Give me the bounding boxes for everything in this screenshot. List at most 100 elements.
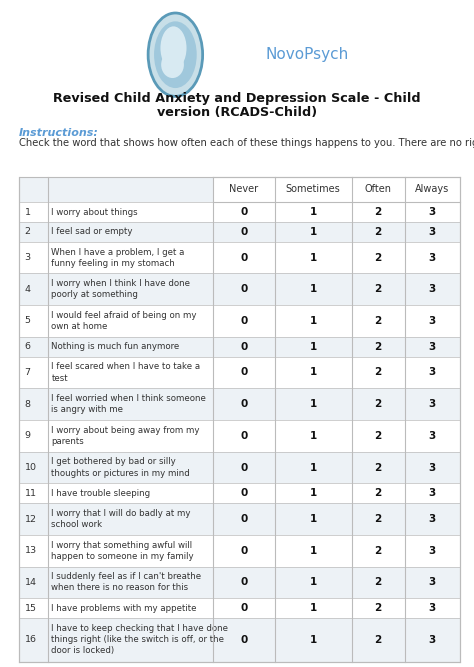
Bar	[19, 598, 460, 618]
Text: 3: 3	[428, 546, 436, 556]
Text: 7: 7	[25, 368, 31, 377]
Text: 1: 1	[310, 284, 317, 294]
Text: 2: 2	[374, 431, 382, 441]
Bar	[19, 337, 460, 357]
Text: 3: 3	[428, 603, 436, 613]
Text: 1: 1	[310, 399, 317, 409]
Text: I worry that something awful will
happen to someone in my family: I worry that something awful will happen…	[51, 541, 194, 561]
Text: 0: 0	[240, 635, 247, 645]
Text: 15: 15	[25, 604, 36, 613]
Text: I have trouble sleeping: I have trouble sleeping	[51, 489, 151, 498]
Bar	[19, 222, 460, 241]
Text: 2: 2	[374, 284, 382, 294]
Text: 2: 2	[374, 635, 382, 645]
Text: 3: 3	[428, 514, 436, 524]
Text: I feel scared when I have to take a
test: I feel scared when I have to take a test	[51, 362, 201, 382]
Text: 4: 4	[25, 285, 31, 293]
Text: I get bothered by bad or silly
thoughts or pictures in my mind: I get bothered by bad or silly thoughts …	[51, 458, 190, 478]
Bar	[19, 452, 460, 484]
Bar	[19, 566, 460, 598]
Bar	[19, 305, 460, 337]
Text: 2: 2	[374, 462, 382, 472]
Bar	[19, 357, 460, 388]
Text: 2: 2	[374, 399, 382, 409]
Text: 1: 1	[310, 316, 317, 326]
Text: I would feel afraid of being on my
own at home: I would feel afraid of being on my own a…	[51, 311, 197, 331]
Text: 2: 2	[374, 546, 382, 556]
Text: 0: 0	[240, 603, 247, 613]
Text: When I have a problem, I get a
funny feeling in my stomach: When I have a problem, I get a funny fee…	[51, 247, 185, 267]
Ellipse shape	[148, 13, 202, 96]
Text: Always: Always	[415, 185, 449, 194]
Text: 2: 2	[374, 488, 382, 498]
Text: 3: 3	[428, 207, 436, 217]
Text: 0: 0	[240, 207, 247, 217]
Text: 1: 1	[310, 635, 317, 645]
Text: 0: 0	[240, 227, 247, 237]
Text: Never: Never	[229, 185, 258, 194]
Text: I worry about things: I worry about things	[51, 207, 138, 217]
Bar	[19, 273, 460, 305]
Text: I feel sad or empty: I feel sad or empty	[51, 227, 133, 236]
Text: version (RCADS-Child): version (RCADS-Child)	[157, 105, 317, 119]
Text: 1: 1	[310, 368, 317, 378]
Text: Often: Often	[365, 185, 392, 194]
Text: I have to keep checking that I have done
things right (like the switch is off, o: I have to keep checking that I have done…	[51, 624, 228, 656]
Bar	[19, 484, 460, 503]
Text: 2: 2	[374, 342, 382, 352]
Text: 0: 0	[240, 431, 247, 441]
Text: Sometimes: Sometimes	[286, 185, 341, 194]
Text: 9: 9	[25, 432, 31, 440]
Text: 3: 3	[428, 488, 436, 498]
Text: 3: 3	[428, 462, 436, 472]
Text: NovoPsych: NovoPsych	[265, 47, 349, 62]
Text: 1: 1	[310, 488, 317, 498]
Text: 3: 3	[428, 253, 436, 263]
Text: 1: 1	[310, 431, 317, 441]
Text: 2: 2	[374, 227, 382, 237]
Text: I worry that I will do badly at my
school work: I worry that I will do badly at my schoo…	[51, 509, 191, 529]
Text: 0: 0	[240, 399, 247, 409]
Text: 3: 3	[428, 368, 436, 378]
Text: 6: 6	[25, 342, 31, 352]
Text: 16: 16	[25, 636, 36, 644]
Ellipse shape	[161, 51, 184, 78]
Text: 1: 1	[310, 227, 317, 237]
Text: 8: 8	[25, 400, 31, 409]
Bar	[213, 177, 460, 202]
Text: 11: 11	[25, 489, 36, 498]
Text: 0: 0	[240, 462, 247, 472]
Bar	[19, 202, 460, 222]
Bar	[19, 177, 460, 662]
Text: 1: 1	[310, 207, 317, 217]
Bar	[19, 618, 460, 662]
Text: 12: 12	[25, 514, 36, 524]
Bar	[19, 420, 460, 452]
Text: 3: 3	[428, 227, 436, 237]
Text: 5: 5	[25, 316, 31, 325]
Text: 2: 2	[374, 578, 382, 588]
Text: 1: 1	[310, 342, 317, 352]
Text: 2: 2	[374, 207, 382, 217]
Text: 0: 0	[240, 342, 247, 352]
Text: 3: 3	[428, 578, 436, 588]
Text: 10: 10	[25, 463, 36, 472]
Text: 2: 2	[374, 316, 382, 326]
Text: I suddenly feel as if I can't breathe
when there is no reason for this: I suddenly feel as if I can't breathe wh…	[51, 572, 201, 592]
Text: 3: 3	[428, 284, 436, 294]
Text: 3: 3	[428, 342, 436, 352]
Text: I worry about being away from my
parents: I worry about being away from my parents	[51, 426, 200, 446]
Bar	[19, 535, 460, 566]
Ellipse shape	[154, 21, 197, 88]
Text: 0: 0	[240, 368, 247, 378]
Text: 1: 1	[310, 603, 317, 613]
Text: I worry when I think I have done
poorly at something: I worry when I think I have done poorly …	[51, 279, 191, 299]
Text: 2: 2	[374, 368, 382, 378]
Text: 0: 0	[240, 253, 247, 263]
Text: 1: 1	[310, 462, 317, 472]
Text: 3: 3	[428, 316, 436, 326]
Text: Revised Child Anxiety and Depression Scale - Child: Revised Child Anxiety and Depression Sca…	[53, 91, 421, 105]
Text: 2: 2	[25, 227, 31, 236]
Ellipse shape	[160, 26, 186, 70]
Text: Instructions:: Instructions:	[19, 128, 99, 138]
